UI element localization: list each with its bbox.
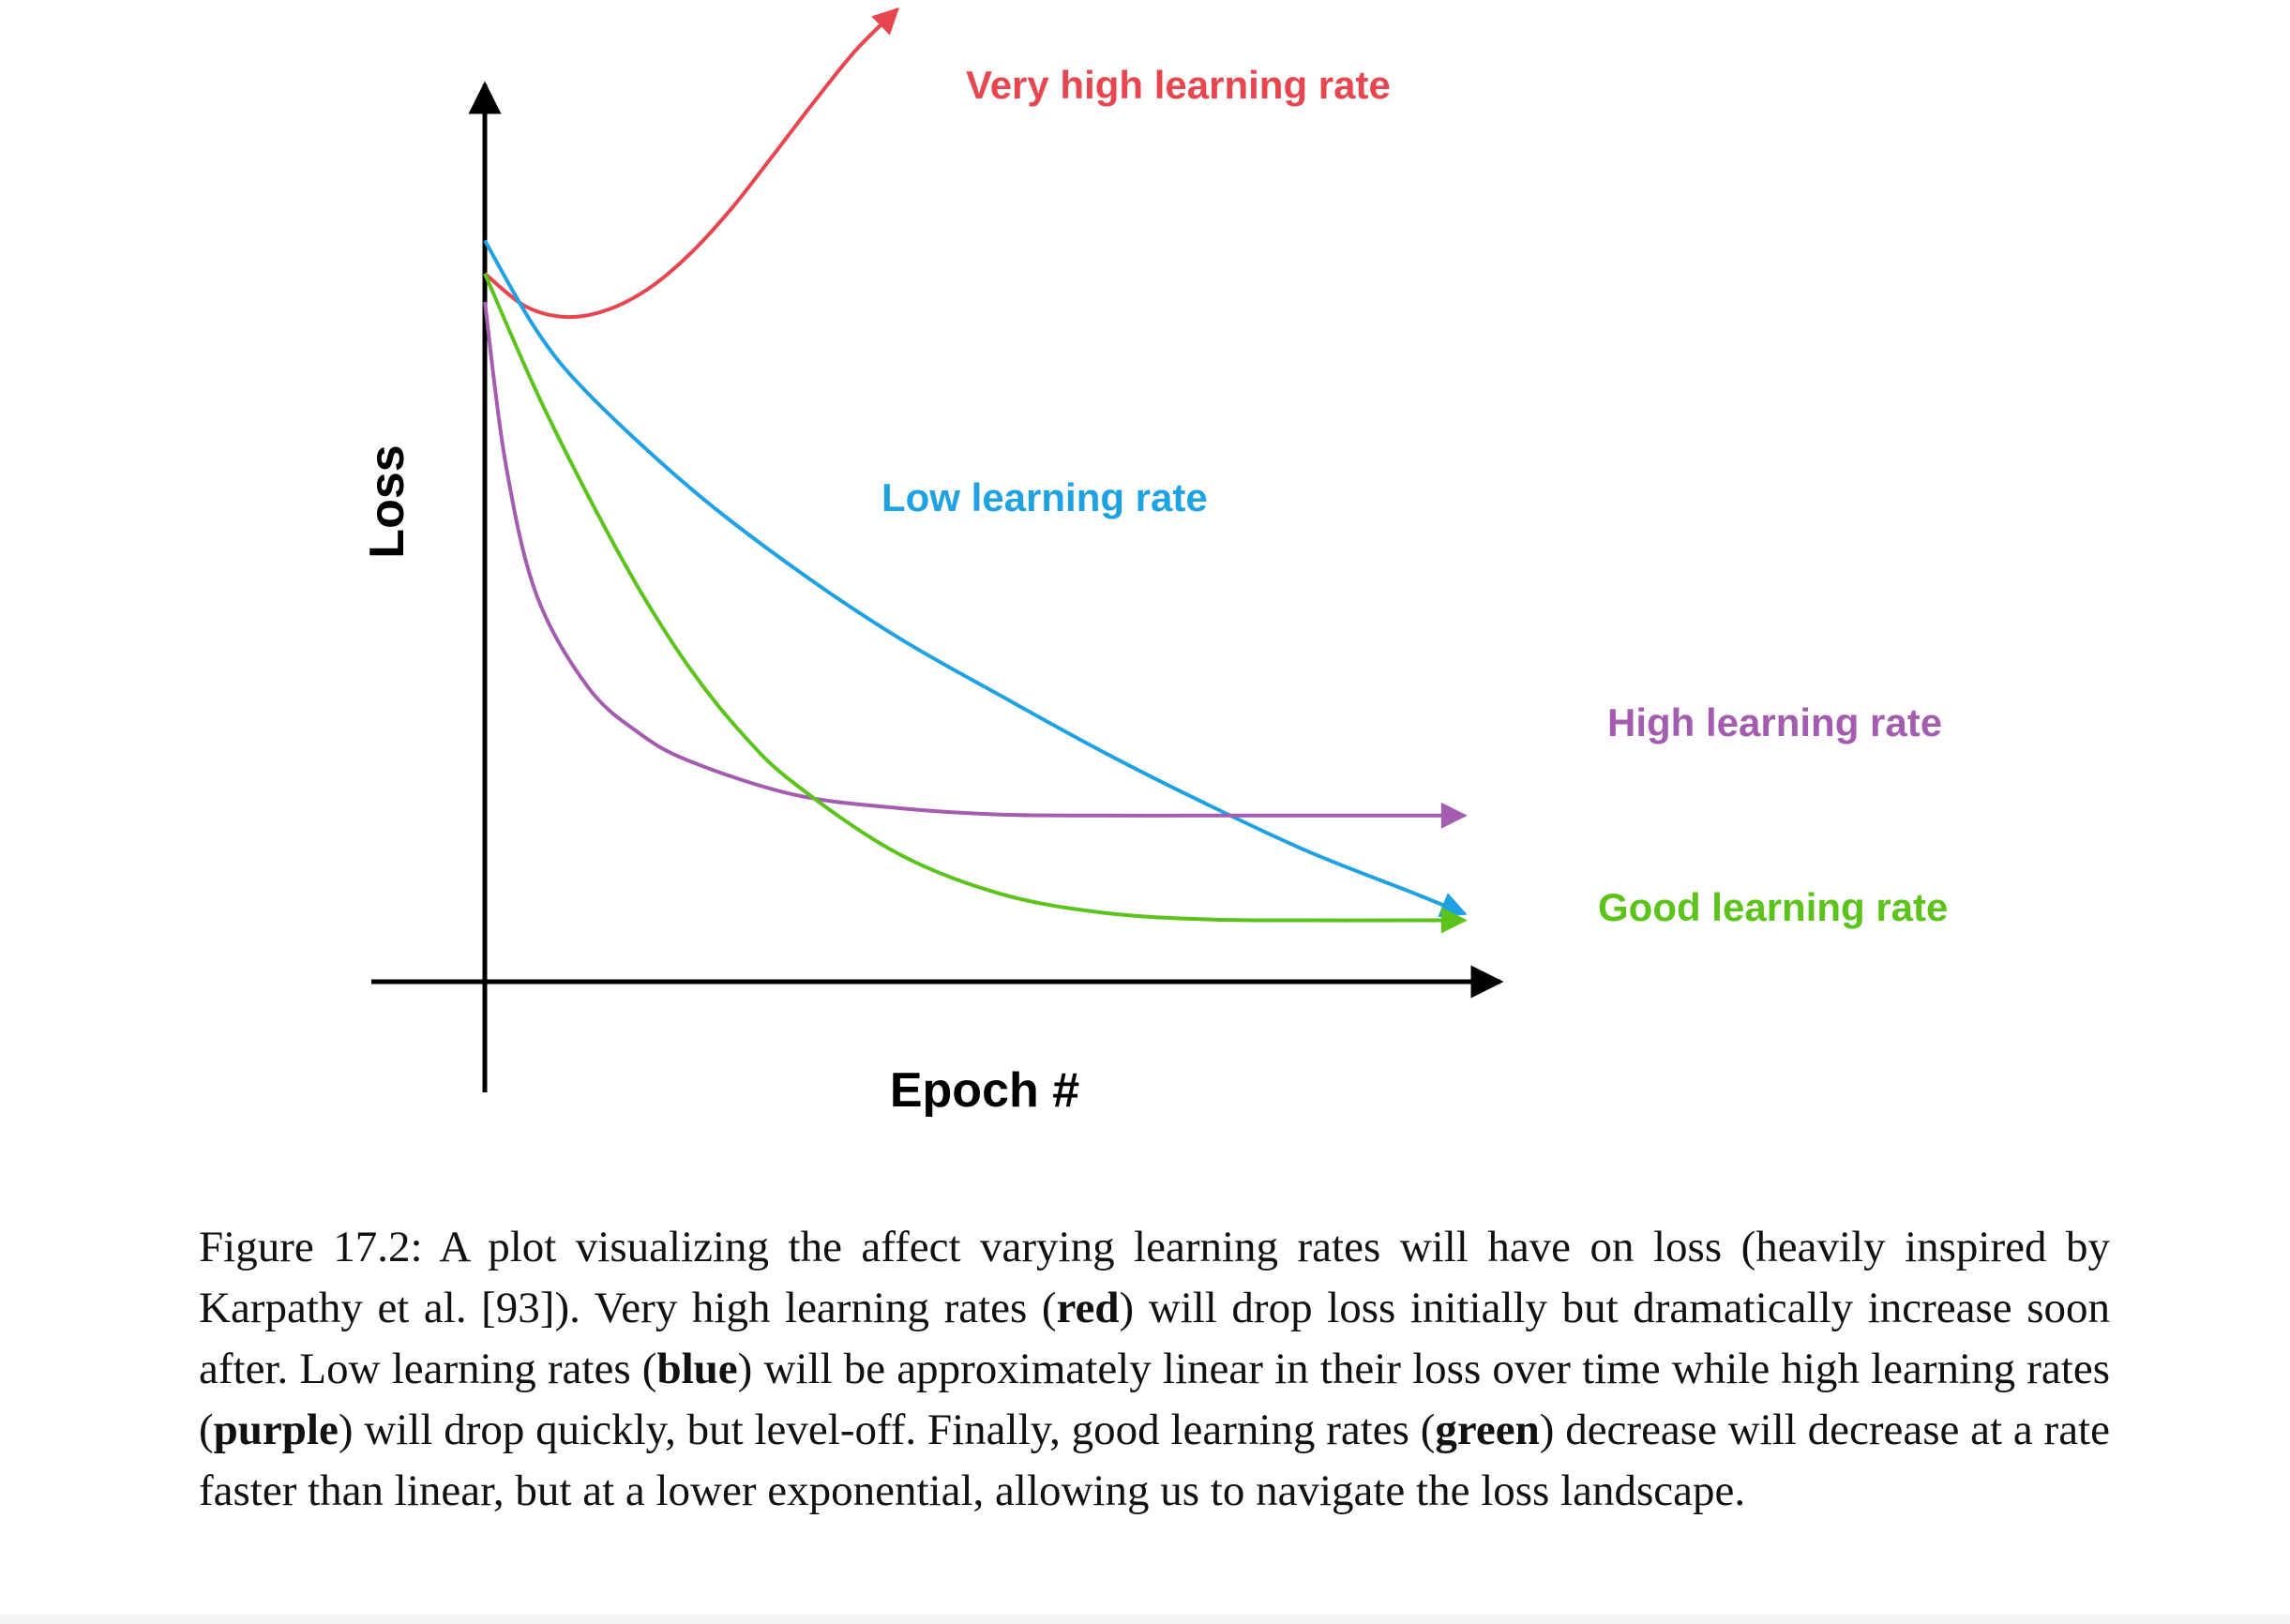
caption-suffix: ) decrease will decrease at a rate faste… (199, 1406, 2110, 1515)
caption-prefix: Figure 17.2: A plot visualizing the affe… (199, 1223, 2110, 1332)
caption-purple: purple (213, 1406, 339, 1454)
y-axis-label: Loss (360, 444, 414, 558)
good-learning-rate-label: Good learning rate (1598, 885, 1948, 929)
low-learning-rate-line (483, 239, 1468, 918)
high-learning-rate-line (483, 301, 1468, 829)
series-labels: Very high learning rate Low learning rate… (881, 63, 1948, 929)
figure-caption: Figure 17.2: A plot visualizing the affe… (199, 1217, 2110, 1522)
caption-blue: blue (656, 1345, 738, 1393)
learning-rate-chart: Very high learning rate Low learning rate… (360, 7, 1948, 1118)
high-learning-rate-label: High learning rate (1607, 700, 1942, 744)
caption-red: red (1056, 1284, 1120, 1332)
caption-after-red: ) will drop loss initially but dramatica… (199, 1284, 2110, 1393)
caption-green: green (1435, 1406, 1540, 1454)
series-lines (483, 7, 1468, 934)
x-axis-label: Epoch # (890, 1063, 1079, 1118)
very-high-learning-rate-line (483, 7, 899, 320)
caption-after-purple: ) will drop quickly, but level-off. Fina… (338, 1406, 1436, 1454)
caption-after-blue: ) will be approximately linear in their … (199, 1345, 2110, 1454)
page-bottom-strip (0, 1615, 2290, 1624)
very-high-learning-rate-label: Very high learning rate (966, 63, 1391, 107)
good-learning-rate-line (483, 272, 1468, 934)
low-learning-rate-label: Low learning rate (881, 475, 1208, 519)
